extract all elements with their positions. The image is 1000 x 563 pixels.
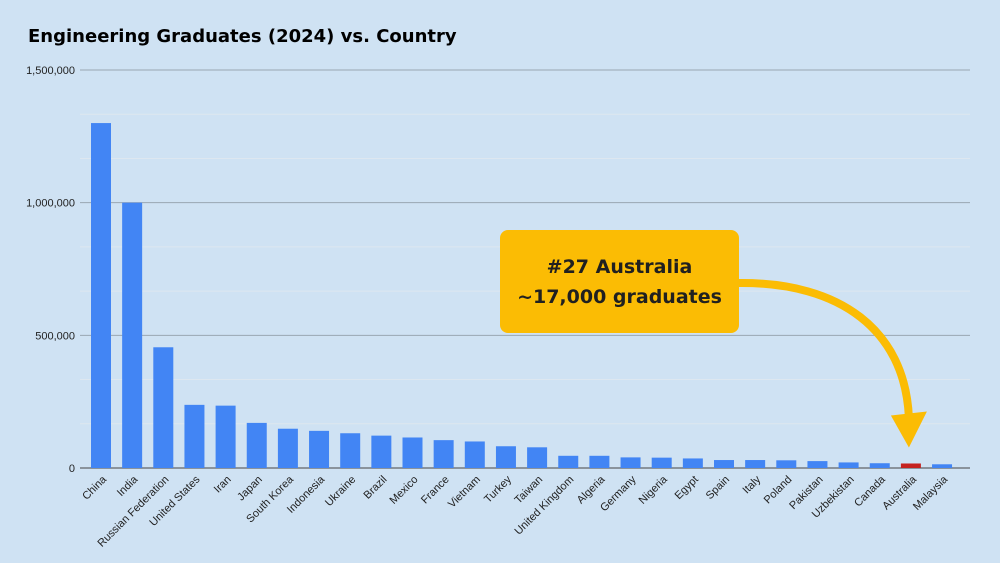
bar-united-states <box>184 404 205 468</box>
bar-malaysia <box>932 464 953 468</box>
bar-france <box>433 440 454 468</box>
bar-egypt <box>682 458 703 468</box>
bar-ukraine <box>340 433 361 468</box>
y-tick-label: 1,000,000 <box>26 198 75 210</box>
bars <box>91 123 953 469</box>
bar-united-kingdom <box>558 455 579 468</box>
bar-turkey <box>495 446 516 468</box>
bar-germany <box>620 457 641 468</box>
x-tick-label: Japan <box>235 474 265 504</box>
x-tick-label: Nigeria <box>637 473 671 507</box>
bar-russian-federation <box>153 347 174 468</box>
bar-taiwan <box>527 447 548 468</box>
x-tick-label: United Kingdom <box>513 474 577 538</box>
x-tick-label: Iran <box>212 474 234 496</box>
bar-iran <box>215 405 236 468</box>
annotation-text: #27 Australia ~17,000 graduates <box>517 255 722 308</box>
x-tick-label: Egypt <box>673 474 701 502</box>
chart-title: Engineering Graduates (2024) vs. Country <box>28 26 457 47</box>
bar-pakistan <box>807 461 828 468</box>
x-tick-label: Brazil <box>362 474 390 502</box>
bar-australia <box>900 463 921 468</box>
bar-algeria <box>589 455 610 468</box>
bar-japan <box>246 422 267 468</box>
annotation-callout: #27 Australia ~17,000 graduates <box>500 230 739 333</box>
bar-canada <box>869 463 890 468</box>
x-tick-label: Mexico <box>387 474 420 507</box>
y-tick-label: 1,500,000 <box>26 65 75 77</box>
bar-uzbekistan <box>838 462 859 468</box>
bar-india <box>122 202 143 468</box>
annotation-arrow-head <box>890 411 927 448</box>
x-tick-label: Italy <box>741 473 764 496</box>
x-tick-label: Ukraine <box>323 474 358 509</box>
bar-mexico <box>402 437 423 468</box>
bar-poland <box>776 460 797 468</box>
x-tick-label: China <box>80 473 109 502</box>
bar-spain <box>714 460 734 468</box>
y-tick-label: 0 <box>69 463 75 475</box>
x-tick-label: India <box>115 473 141 499</box>
y-tick-label: 500,000 <box>35 330 75 342</box>
x-tick-label: Vietnam <box>446 474 483 511</box>
annotation-arrow <box>735 278 927 448</box>
bar-vietnam <box>464 441 485 468</box>
x-tick-label: Malaysia <box>911 473 951 513</box>
bar-south-korea <box>277 428 298 468</box>
bar-nigeria <box>651 457 672 468</box>
y-axis-tick-labels: 0 500,000 1,000,000 1,500,000 <box>26 65 75 475</box>
annotation-arrow-shaft <box>735 278 913 422</box>
x-tick-label: Turkey <box>482 473 514 505</box>
x-tick-label: Spain <box>704 474 732 502</box>
bar-brazil <box>371 435 392 468</box>
bar-indonesia <box>309 430 330 468</box>
bar-italy <box>745 460 766 468</box>
bar-china <box>91 123 111 469</box>
